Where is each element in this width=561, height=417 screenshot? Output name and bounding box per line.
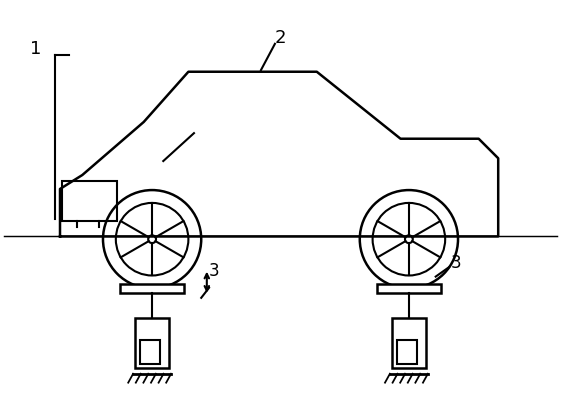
Text: 3: 3 xyxy=(450,254,461,272)
Bar xyxy=(135,318,169,368)
Bar xyxy=(62,181,117,221)
Bar xyxy=(120,284,184,293)
Bar xyxy=(397,340,417,364)
Bar xyxy=(140,340,160,364)
Text: 1: 1 xyxy=(30,40,42,58)
Bar xyxy=(377,284,441,293)
Bar xyxy=(392,318,426,368)
Text: 2: 2 xyxy=(275,29,286,47)
Text: 3: 3 xyxy=(209,262,220,280)
